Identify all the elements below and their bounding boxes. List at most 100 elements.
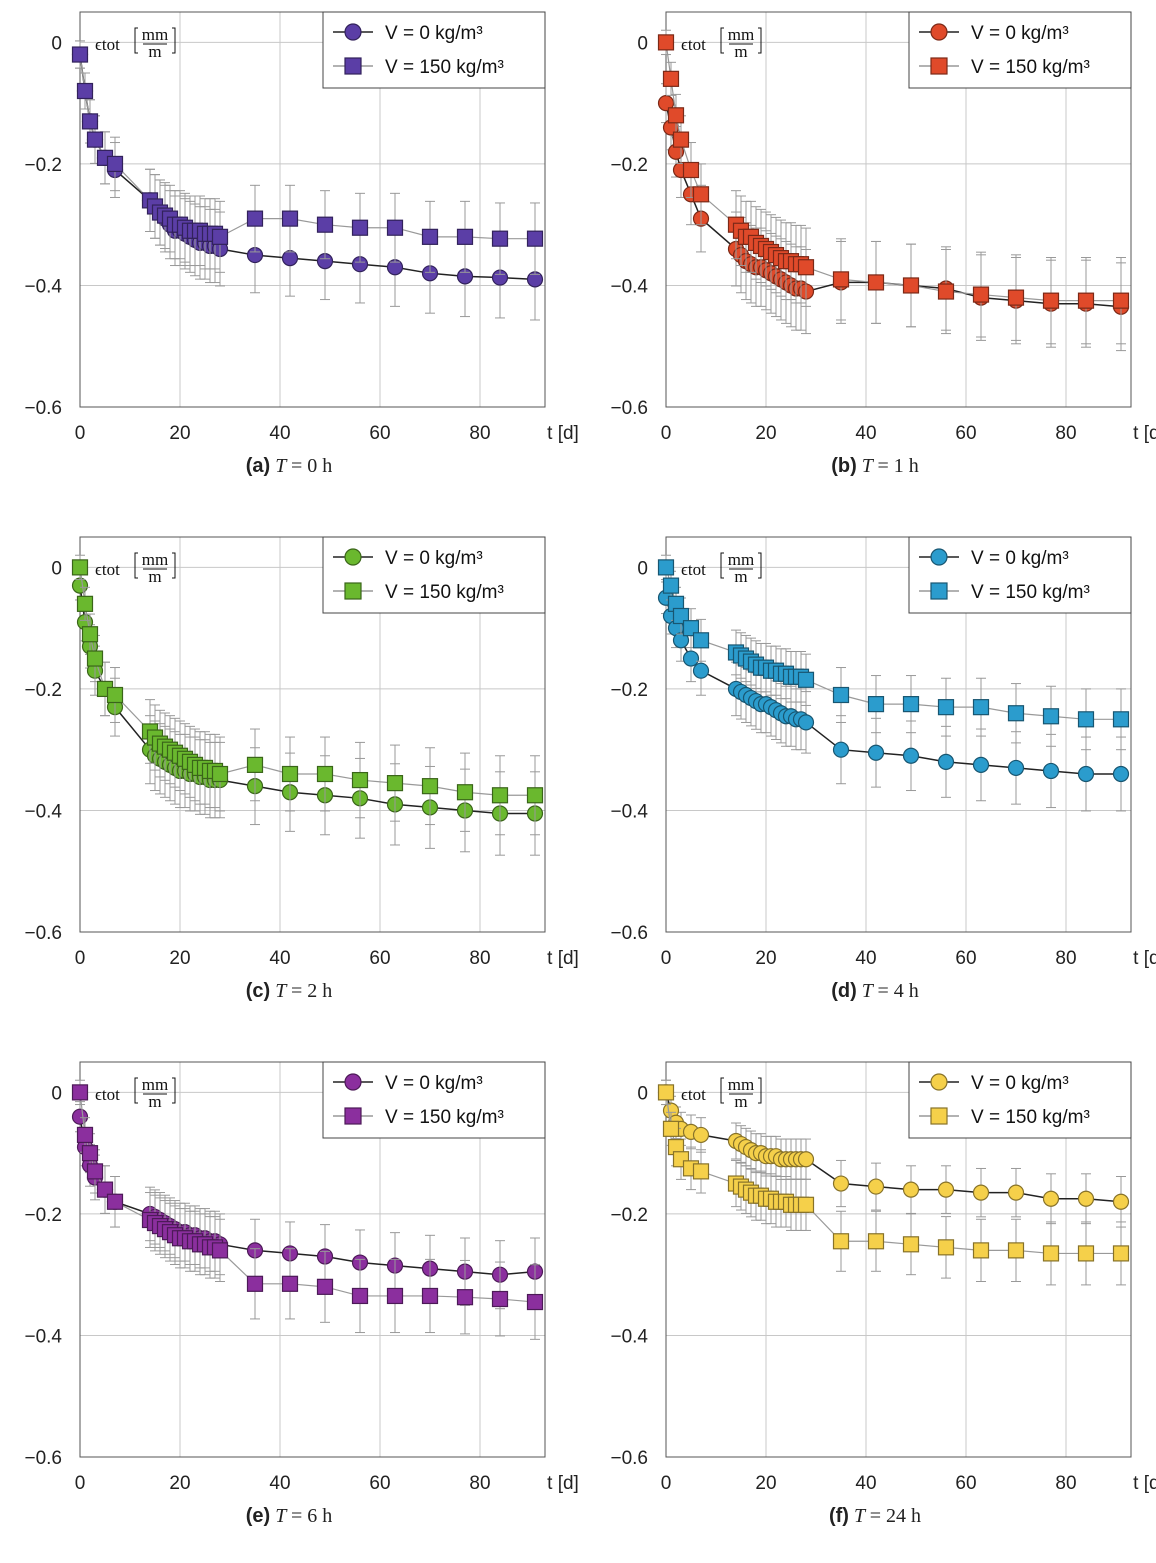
data-point	[682, 161, 700, 179]
data-point	[316, 216, 334, 233]
data-point	[1042, 1190, 1060, 1207]
data-point	[81, 113, 99, 130]
series-v150	[71, 40, 544, 275]
data-point	[1077, 292, 1095, 309]
data-point	[421, 228, 439, 245]
data-point	[1112, 765, 1130, 783]
legend-label: V = 0 kg/m³	[971, 548, 1069, 569]
legend-box	[322, 536, 546, 614]
svg-text:ϵtot: ϵtot	[681, 35, 706, 54]
legend-label: V = 0 kg/m³	[971, 1073, 1069, 1094]
y-tick-label: −0.6	[24, 398, 62, 419]
data-point	[662, 577, 680, 594]
data-point	[491, 1290, 509, 1308]
x-tick-label: 80	[1055, 1473, 1076, 1494]
legend-box	[908, 536, 1132, 614]
y-tick-label: −0.4	[610, 801, 648, 822]
x-tick-label: 80	[469, 423, 490, 444]
y-tick-label: −0.6	[24, 923, 62, 944]
panel-caption: (b) T = 1 h	[586, 455, 1156, 478]
y-tick-label: −0.2	[24, 680, 62, 701]
svg-text:mm: mm	[142, 25, 168, 44]
data-point	[672, 131, 690, 148]
data-point	[81, 626, 99, 643]
data-point	[71, 559, 89, 576]
svg-text:m: m	[148, 42, 161, 61]
x-tick-label: 0	[661, 948, 672, 969]
y-tick-label: −0.6	[610, 398, 648, 419]
panel-caption: (e) T = 6 h	[0, 1505, 578, 1528]
chart-svg: 0 −0.2 −0.4 −0.6 0 20 40 60 80 t [d] ϵtot mmm V = 0 …	[610, 536, 1156, 969]
x-axis-unit: t [d]	[547, 423, 579, 444]
chart-panel: 0 −0.2 −0.4 −0.6 0 20 40 60 80 t [d] ϵtot mmm V = 0 …	[586, 1050, 1156, 1563]
data-point	[526, 230, 544, 247]
data-point	[211, 228, 229, 245]
legend-marker	[930, 582, 948, 600]
data-point	[351, 1287, 369, 1305]
data-point	[902, 1181, 920, 1198]
x-tick-label: 0	[661, 1473, 672, 1494]
legend: V = 0 kg/m³ V = 150 kg/m³	[322, 1061, 546, 1139]
svg-text:mm: mm	[142, 1075, 168, 1094]
caption-value: = 24 h	[869, 1505, 922, 1527]
data-point	[1042, 762, 1060, 780]
data-point	[797, 259, 815, 276]
data-point	[832, 741, 850, 758]
caption-param: T	[856, 980, 878, 1002]
x-tick-label: 60	[955, 948, 976, 969]
data-point	[281, 1275, 299, 1292]
caption-letter: (b)	[831, 455, 857, 477]
y-tick-label: −0.2	[610, 680, 648, 701]
y-tick-label: 0	[637, 33, 648, 54]
data-point	[937, 753, 955, 770]
chart-svg: 0 −0.2 −0.4 −0.6 0 20 40 60 80 t [d] ϵtot mmm V = 0 …	[24, 536, 579, 969]
data-point	[106, 686, 124, 704]
data-point	[526, 787, 544, 804]
data-point	[667, 107, 685, 124]
legend: V = 0 kg/m³ V = 150 kg/m³	[908, 1061, 1132, 1139]
series-line	[79, 1116, 536, 1276]
x-tick-label: 20	[755, 1473, 776, 1494]
data-point	[1077, 1190, 1095, 1207]
y-tick-label: −0.2	[610, 155, 648, 176]
x-tick-label: 40	[269, 1473, 290, 1494]
data-point	[937, 699, 955, 716]
data-point	[1112, 1193, 1130, 1210]
x-axis-unit: t [d]	[1133, 1473, 1156, 1494]
plot-frame	[665, 11, 1132, 408]
legend-marker	[930, 1107, 948, 1125]
data-point	[246, 1275, 264, 1292]
data-point	[1077, 765, 1095, 783]
data-point	[106, 155, 124, 173]
legend-marker	[344, 23, 362, 41]
caption-letter: (a)	[245, 455, 271, 477]
data-point	[211, 1242, 229, 1259]
svg-text:ϵtot: ϵtot	[95, 35, 120, 54]
y-tick-label: −0.4	[24, 1326, 62, 1347]
legend-marker	[930, 23, 948, 41]
data-point	[76, 1126, 94, 1144]
data-point	[1112, 1245, 1130, 1262]
legend-label: V = 150 kg/m³	[385, 1107, 504, 1128]
legend-box	[908, 1061, 1132, 1139]
data-point	[316, 765, 334, 783]
data-point	[281, 210, 299, 227]
data-point	[867, 696, 885, 713]
data-point	[867, 1233, 885, 1250]
x-tick-label: 80	[469, 948, 490, 969]
legend-marker	[344, 57, 362, 75]
data-point	[832, 271, 850, 288]
data-point	[972, 699, 990, 716]
data-point	[797, 1196, 815, 1213]
data-point	[1077, 711, 1095, 728]
data-point	[657, 559, 675, 576]
y-axis-label: ϵtot mmm	[95, 25, 176, 61]
series-v150	[657, 1079, 1130, 1286]
data-point	[682, 620, 700, 637]
series-v0	[657, 1079, 1130, 1228]
data-point	[1042, 1245, 1060, 1262]
data-point	[526, 1293, 544, 1311]
data-point	[1007, 1242, 1025, 1259]
svg-text:ϵtot: ϵtot	[681, 560, 706, 579]
